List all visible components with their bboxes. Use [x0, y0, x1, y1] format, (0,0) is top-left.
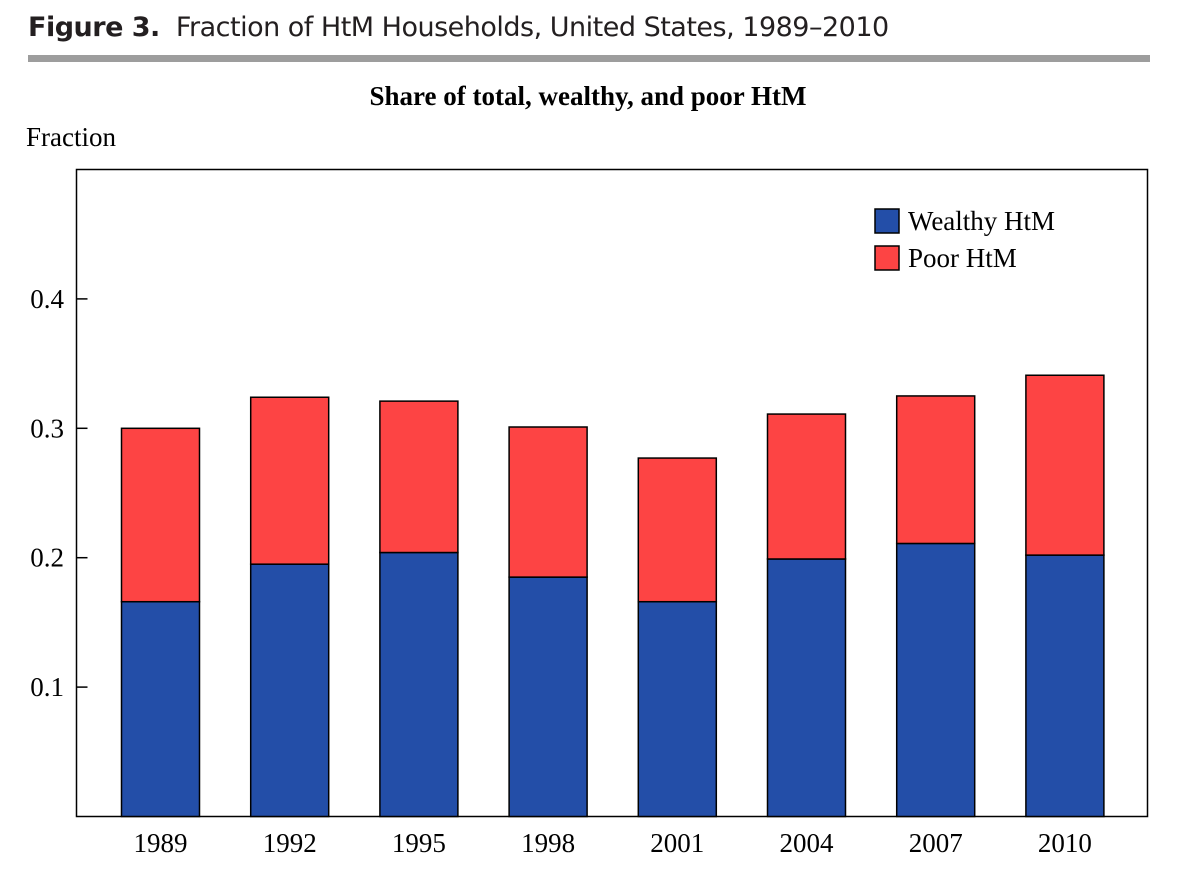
y-axis-label: Fraction [26, 122, 116, 152]
x-axis: 1989 1992 1995 1998 2001 2004 2007 2010 [134, 828, 1092, 858]
bars-group [120, 374, 1105, 818]
bar-poor-htm [1025, 374, 1105, 556]
bar-wealthy-htm [1025, 554, 1105, 818]
y-tick-label: 0.4 [30, 284, 64, 314]
bar-poor-htm [766, 413, 847, 560]
y-axis: 0.1 0.2 0.3 0.4 [30, 284, 88, 702]
figure-header: Figure 3. Fraction of HtM Households, Un… [28, 12, 889, 43]
x-tick-label: 1992 [263, 828, 317, 858]
bar-wealthy-htm [508, 576, 588, 818]
bar-poor-htm [379, 400, 459, 554]
chart-title: Share of total, wealthy, and poor HtM [369, 81, 806, 111]
x-tick-label: 1998 [521, 828, 575, 858]
legend-swatch-wealthy [874, 208, 900, 234]
x-tick-label: 2001 [650, 828, 704, 858]
bar-poor-htm [120, 427, 201, 603]
legend-label-poor: Poor HtM [908, 243, 1017, 273]
x-tick-label: 2004 [780, 828, 835, 858]
bar-wealthy-htm [379, 551, 459, 818]
bar-poor-htm [895, 395, 976, 545]
figure-divider [28, 55, 1150, 62]
bar-wealthy-htm [766, 558, 847, 818]
legend-swatch-poor [874, 245, 900, 271]
x-tick-label: 2007 [909, 828, 963, 858]
legend-label-wealthy: Wealthy HtM [908, 206, 1055, 236]
y-tick-label: 0.2 [30, 543, 64, 573]
bar-wealthy-htm [120, 600, 201, 818]
y-tick-label: 0.3 [30, 413, 64, 443]
x-tick-label: 1995 [392, 828, 446, 858]
y-tick-label: 0.1 [30, 672, 64, 702]
bar-poor-htm [249, 396, 330, 565]
bar-wealthy-htm [895, 542, 976, 818]
plot-frame [75, 168, 1149, 818]
bar-poor-htm [508, 426, 588, 578]
bar-wealthy-htm [637, 600, 718, 818]
legend: Wealthy HtM Poor HtM [874, 206, 1055, 273]
bar-poor-htm [637, 457, 718, 603]
x-tick-label: 1989 [134, 828, 188, 858]
figure-number: Figure 3. [28, 12, 160, 43]
figure-caption: Fraction of HtM Households, United State… [175, 12, 889, 43]
bar-wealthy-htm [249, 563, 330, 818]
x-tick-label: 2010 [1038, 828, 1092, 858]
